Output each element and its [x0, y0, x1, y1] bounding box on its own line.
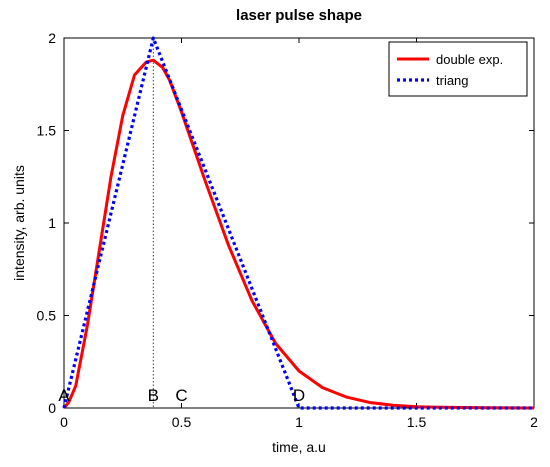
x-tick-label: 2	[530, 414, 538, 430]
x-tick-label: 1.5	[407, 414, 427, 430]
x-tick-label: 1	[295, 414, 303, 430]
annotation-c: C	[175, 386, 187, 405]
annotation-a: A	[58, 386, 70, 405]
y-tick-label: 1.5	[37, 123, 57, 139]
plot-area: 0 0.5 1 1.5 2 0 0.5 1 1.5 2 A B C D	[37, 30, 539, 430]
x-tick-label: 0.5	[172, 414, 192, 430]
y-axis-label: intensity, arb. units	[11, 165, 27, 281]
series-line-triang	[62, 36, 534, 410]
x-axis-label: time, a.u	[272, 439, 326, 455]
legend-label: triang	[436, 73, 469, 88]
series-line-double-exp	[62, 58, 535, 410]
y-tick-label: 0	[48, 400, 56, 416]
y-tick-label: 2	[48, 30, 56, 46]
y-tick-label: 0.5	[37, 308, 57, 324]
annotation-d: D	[293, 386, 305, 405]
chart-title: laser pulse shape	[236, 7, 362, 24]
x-tick-label: 0	[60, 414, 68, 430]
legend-label: double exp.	[436, 52, 503, 67]
y-tick-label: 1	[48, 215, 56, 231]
annotation-b: B	[148, 386, 159, 405]
legend-box	[388, 41, 528, 97]
legend: double exp. triang	[388, 41, 528, 97]
plot-frame	[63, 37, 535, 409]
